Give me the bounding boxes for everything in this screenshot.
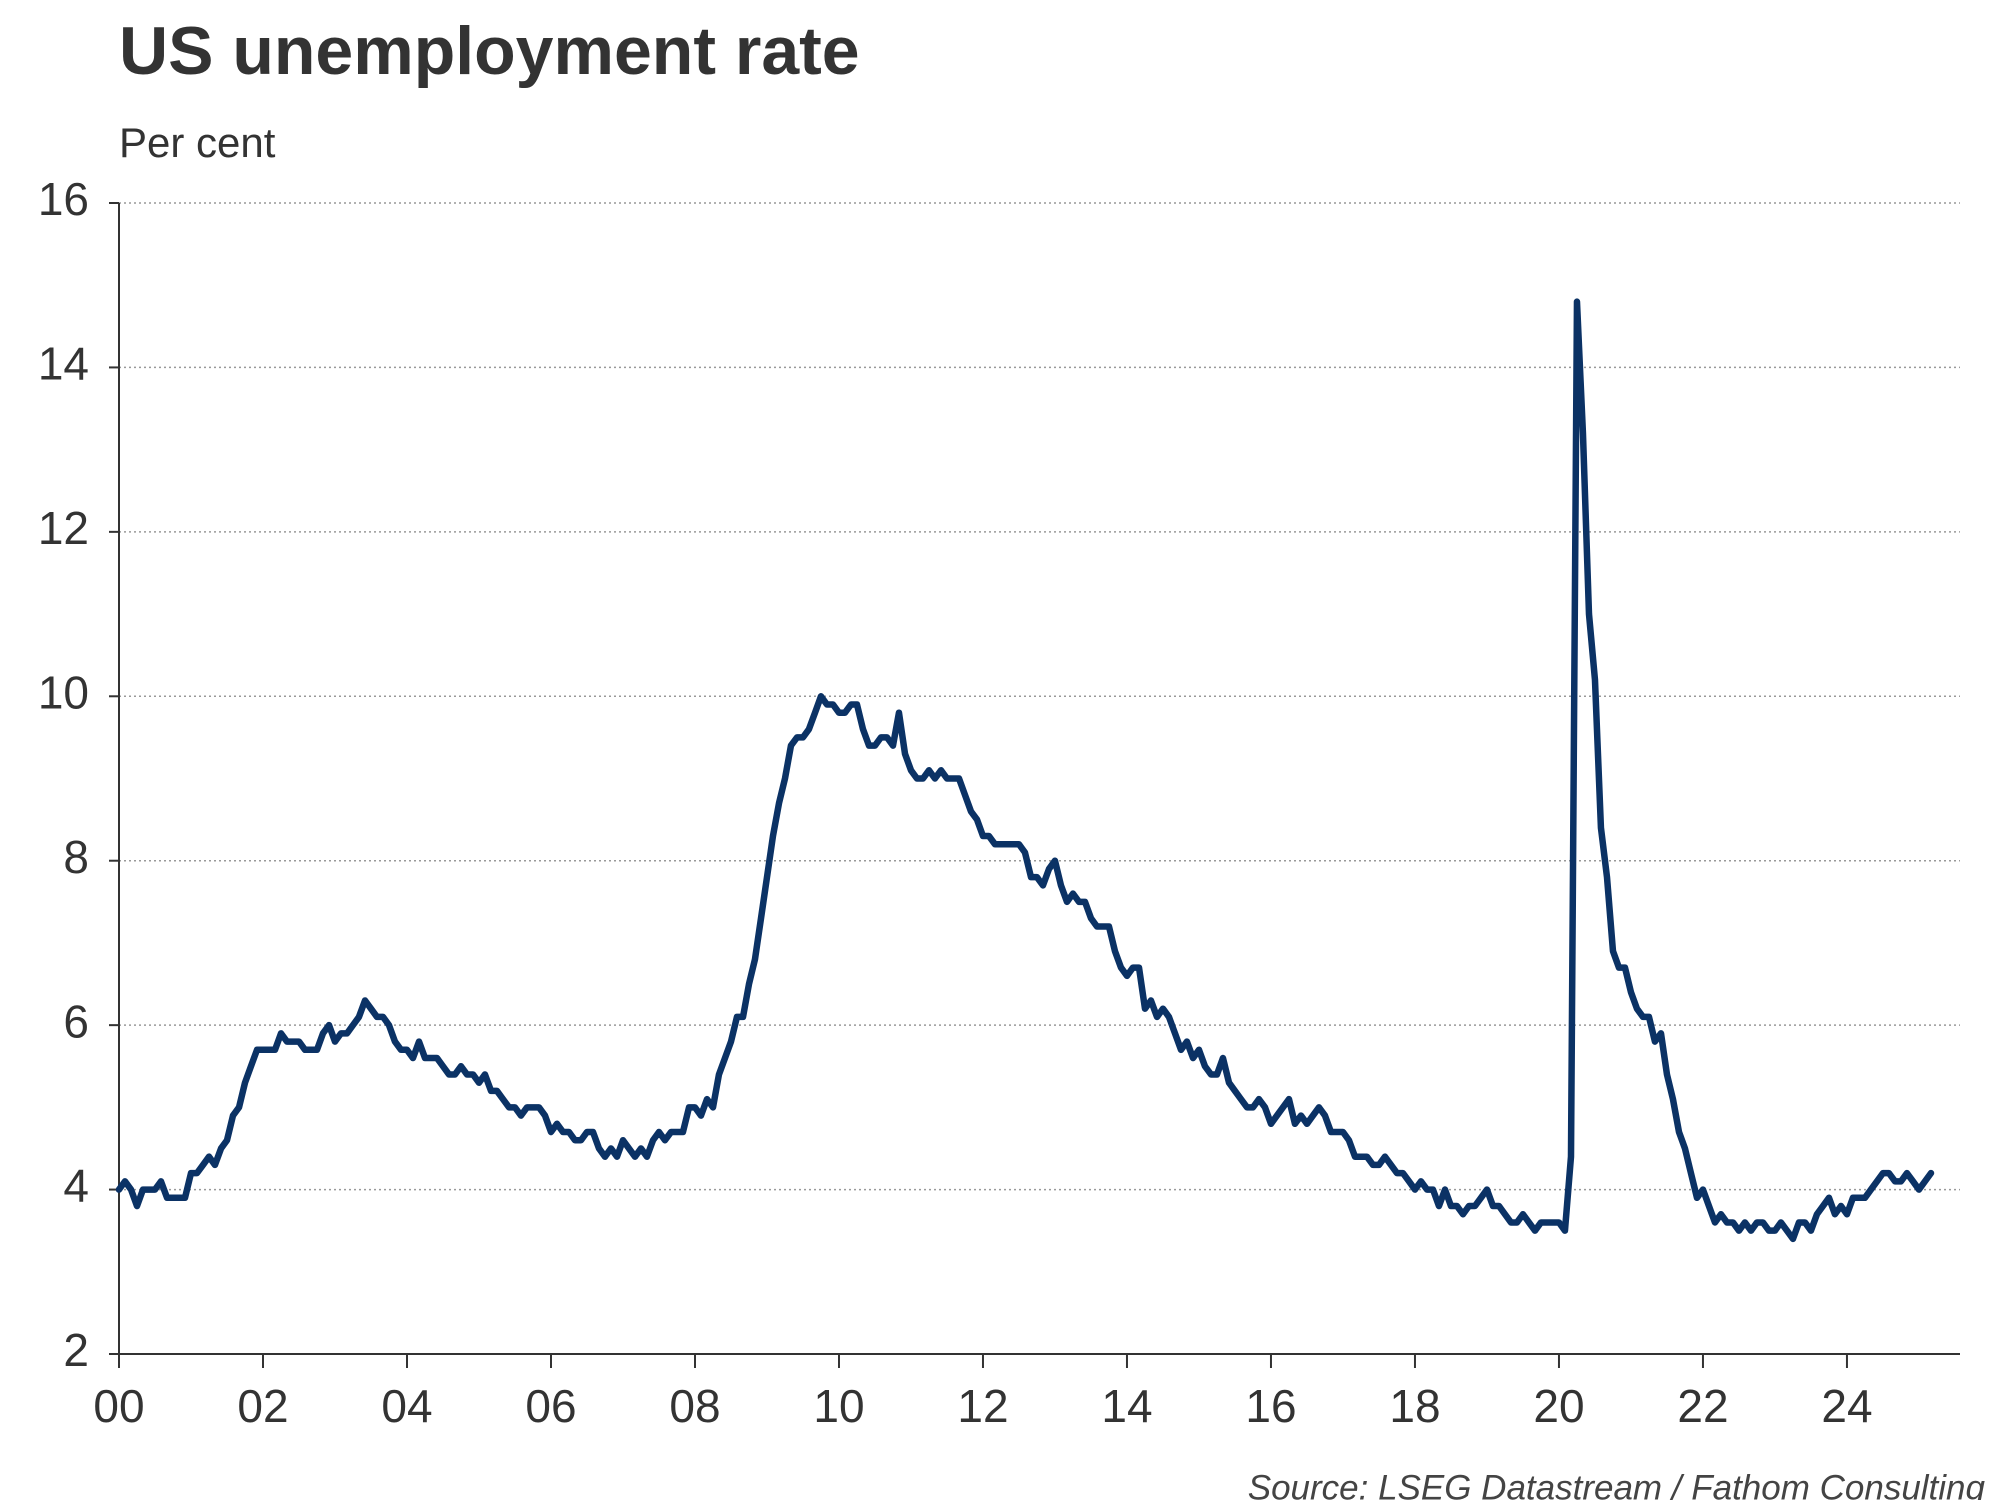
x-tick-label: 22 <box>1677 1380 1728 1432</box>
x-tick-label: 24 <box>1821 1380 1872 1432</box>
y-tick-label: 12 <box>38 502 89 554</box>
x-tick-label: 00 <box>93 1380 144 1432</box>
y-tick-label: 10 <box>38 666 89 718</box>
x-tick-label: 12 <box>957 1380 1008 1432</box>
x-tick-label: 02 <box>237 1380 288 1432</box>
x-tick-label: 16 <box>1245 1380 1296 1432</box>
chart-subtitle: Per cent <box>119 119 276 166</box>
y-tick-label: 6 <box>63 995 89 1047</box>
y-tick-label: 4 <box>63 1160 89 1212</box>
y-tick-label: 8 <box>63 831 89 883</box>
y-tick-label: 16 <box>38 173 89 225</box>
x-tick-label: 08 <box>669 1380 720 1432</box>
y-tick-label: 2 <box>63 1324 89 1376</box>
y-tick-label: 14 <box>38 338 89 390</box>
line-series <box>115 298 1935 1243</box>
x-tick-label: 14 <box>1101 1380 1152 1432</box>
x-tick-label: 04 <box>381 1380 432 1432</box>
x-tick-label: 20 <box>1533 1380 1584 1432</box>
chart-title: US unemployment rate <box>119 13 860 89</box>
x-tick-label: 10 <box>813 1380 864 1432</box>
x-tick-label: 06 <box>525 1380 576 1432</box>
source-note: Source: LSEG Datastream / Fathom Consult… <box>1248 1468 1986 1500</box>
x-tick-label: 18 <box>1389 1380 1440 1432</box>
